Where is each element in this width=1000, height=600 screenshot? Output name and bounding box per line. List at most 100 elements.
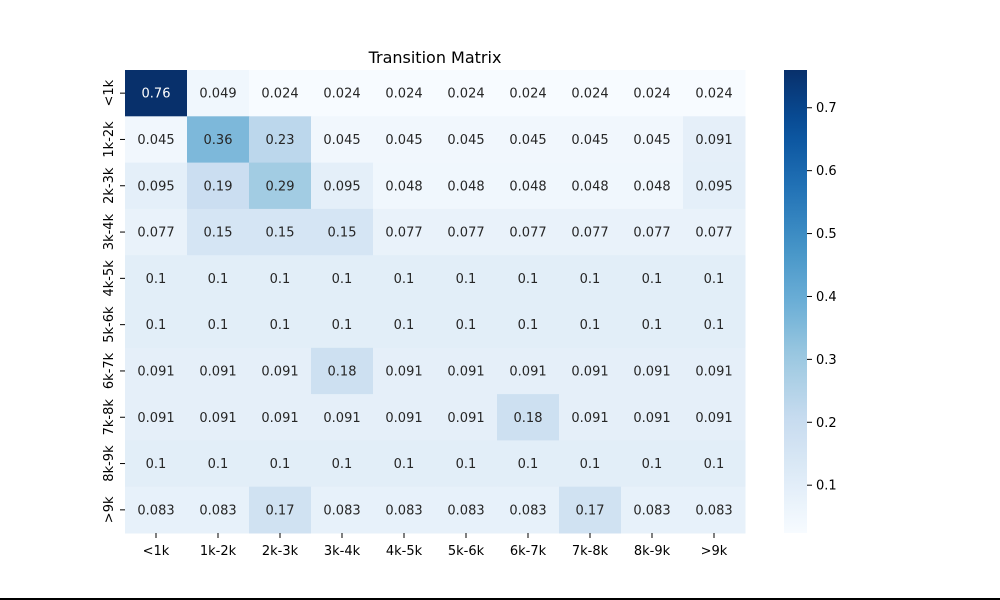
cell-value-label: 0.091 [695, 133, 732, 148]
cell-value-label: 0.091 [633, 411, 670, 426]
heatmap-cell [187, 208, 250, 256]
heatmap-cell [249, 162, 312, 210]
cell-value-label: 0.1 [332, 457, 353, 472]
heatmap-cell [125, 255, 188, 302]
heatmap-cell [559, 162, 622, 210]
y-tick-label: 2k-3k [102, 167, 117, 204]
heatmap-cell [311, 486, 374, 534]
cell-value-label: 0.1 [270, 318, 291, 333]
cell-value-label: 0.083 [447, 503, 484, 518]
cell-value-label: 0.045 [571, 133, 608, 148]
cell-value-label: 0.1 [518, 272, 539, 287]
cell-value-label: 0.76 [142, 87, 171, 102]
heatmap-cell [435, 70, 498, 117]
heatmap-cell [373, 70, 436, 117]
cell-value-label: 0.23 [266, 133, 295, 148]
cell-value-label: 0.19 [204, 179, 233, 194]
heatmap-cell [497, 162, 560, 210]
heatmap-cell [249, 255, 312, 302]
heatmap-cell [435, 255, 498, 302]
cell-value-label: 0.1 [704, 457, 725, 472]
heatmap-cell [559, 301, 622, 349]
heatmap-cell [683, 255, 746, 302]
heatmap-cell [311, 440, 374, 488]
heatmap-cell [683, 301, 746, 349]
cell-value-label: 0.091 [509, 364, 546, 379]
heatmap-cell [373, 347, 436, 395]
cell-value-label: 0.024 [571, 87, 608, 102]
heatmap-cell [373, 255, 436, 302]
heatmap-cell [373, 394, 436, 441]
heatmap-cell [187, 486, 250, 534]
heatmap-cell [125, 116, 188, 164]
cell-value-label: 0.083 [509, 503, 546, 518]
heatmap-cell [683, 440, 746, 488]
y-tick-label: 6k-7k [102, 352, 117, 389]
cell-value-label: 0.091 [199, 364, 236, 379]
cell-value-label: 0.1 [518, 457, 539, 472]
heatmap-cell [497, 255, 560, 302]
heatmap-cell [497, 70, 560, 117]
cell-value-label: 0.1 [456, 318, 477, 333]
cell-value-label: 0.077 [447, 226, 484, 241]
cell-value-label: 0.15 [328, 226, 357, 241]
cell-value-label: 0.077 [633, 226, 670, 241]
heatmap-cell [559, 486, 622, 534]
heatmap-cell [435, 394, 498, 441]
cell-value-label: 0.048 [571, 179, 608, 194]
cell-value-label: 0.1 [580, 457, 601, 472]
heatmap-cell [683, 70, 746, 117]
heatmap-cell [559, 255, 622, 302]
heatmap-cell [621, 208, 684, 256]
heatmap-cell [559, 347, 622, 395]
heatmap-cell [621, 162, 684, 210]
heatmap-cell [125, 486, 188, 534]
heatmap-cell [187, 255, 250, 302]
y-tick-label: 7k-8k [102, 399, 117, 436]
heatmap-cell [683, 208, 746, 256]
cell-value-label: 0.1 [208, 272, 229, 287]
heatmap-cell [125, 440, 188, 488]
cell-value-label: 0.024 [385, 87, 422, 102]
heatmap-cell [621, 440, 684, 488]
cell-value-label: 0.1 [704, 318, 725, 333]
cell-value-label: 0.091 [137, 364, 174, 379]
heatmap-cell [683, 116, 746, 164]
cell-value-label: 0.1 [642, 457, 663, 472]
heatmap-cell [497, 394, 560, 441]
cell-value-label: 0.1 [146, 457, 167, 472]
heatmap-cell [621, 301, 684, 349]
heatmap-cell [311, 255, 374, 302]
cell-value-label: 0.077 [137, 226, 174, 241]
colorbar-tick-label: 0.4 [816, 290, 837, 305]
cell-value-label: 0.1 [456, 457, 477, 472]
cell-value-label: 0.077 [509, 226, 546, 241]
cell-value-label: 0.18 [328, 364, 357, 379]
heatmap-cell [435, 486, 498, 534]
x-tick-label: 6k-7k [510, 544, 547, 559]
heatmap-cell [497, 116, 560, 164]
heatmap-cell [435, 162, 498, 210]
cell-value-label: 0.077 [385, 226, 422, 241]
heatmap-cell [497, 440, 560, 488]
heatmap-cells: 0.76 0.049 0.024 0.024 0.024 0.024 0.024 0.024 0… [125, 70, 746, 534]
cell-value-label: 0.1 [146, 272, 167, 287]
cell-value-label: 0.091 [571, 411, 608, 426]
heatmap-cell [435, 440, 498, 488]
heatmap-cell [621, 70, 684, 117]
cell-value-label: 0.091 [261, 364, 298, 379]
y-tick-label: 3k-4k [102, 213, 117, 250]
heatmap-cell [249, 208, 312, 256]
y-tick-label: 1k-2k [102, 121, 117, 158]
heatmap-cell [621, 116, 684, 164]
cell-value-label: 0.045 [137, 133, 174, 148]
colorbar-tick-label: 0.2 [816, 416, 837, 431]
colorbar-tick-label: 0.5 [816, 227, 837, 242]
heatmap-cell [249, 486, 312, 534]
heatmap-cell [683, 486, 746, 534]
x-tick-label: 5k-6k [448, 544, 485, 559]
heatmap-cell [249, 347, 312, 395]
cell-value-label: 0.1 [580, 318, 601, 333]
cell-value-label: 0.1 [394, 272, 415, 287]
cell-value-label: 0.024 [261, 87, 298, 102]
